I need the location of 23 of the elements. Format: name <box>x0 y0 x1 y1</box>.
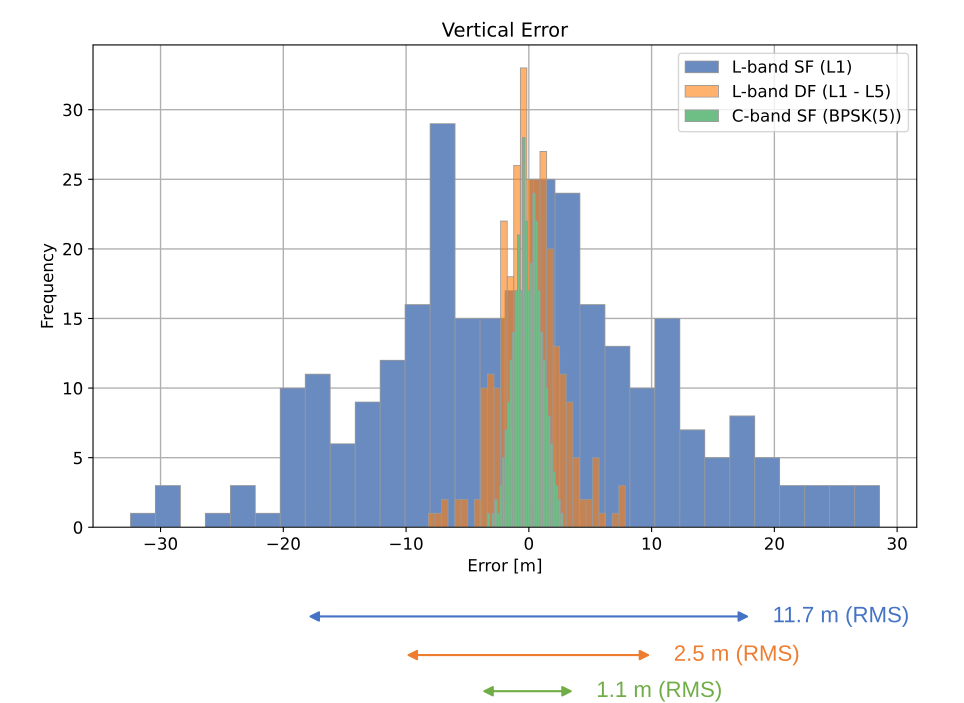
x-tick-label: 20 <box>764 537 784 550</box>
x-tick-label: 0 <box>524 537 534 550</box>
y-tick-label: 0 <box>74 521 82 534</box>
y-axis-title: Frequency <box>40 244 57 328</box>
y-tick-label: 15 <box>64 312 82 326</box>
x-axis-title: Error [m] <box>468 558 542 574</box>
x-tick-label: −30 <box>144 537 178 550</box>
legend-label: C-band SF (BPSK(5)) <box>732 108 900 124</box>
text: 2.5 m (RMS) <box>674 644 798 666</box>
x-tick-label: −20 <box>267 537 300 550</box>
y-tick-label: 25 <box>63 173 82 186</box>
x-tick-label: 10 <box>642 537 662 550</box>
legend-label: L-band DF (L1 - L5) <box>733 84 890 100</box>
text: 1.1 m (RMS) <box>598 680 721 702</box>
y-tick-label: 10 <box>64 382 82 395</box>
x-tick-label: 30 <box>888 537 907 550</box>
x-tick-label: −10 <box>390 537 423 550</box>
text: 11.7 m (RMS) <box>774 606 908 627</box>
legend-label: L-band SF (L1) <box>733 60 851 75</box>
y-tick-label: 30 <box>63 104 82 116</box>
y-tick-label: 5 <box>74 452 82 464</box>
chart-title: Vertical Error <box>442 22 568 37</box>
y-tick-label: 20 <box>63 242 82 256</box>
